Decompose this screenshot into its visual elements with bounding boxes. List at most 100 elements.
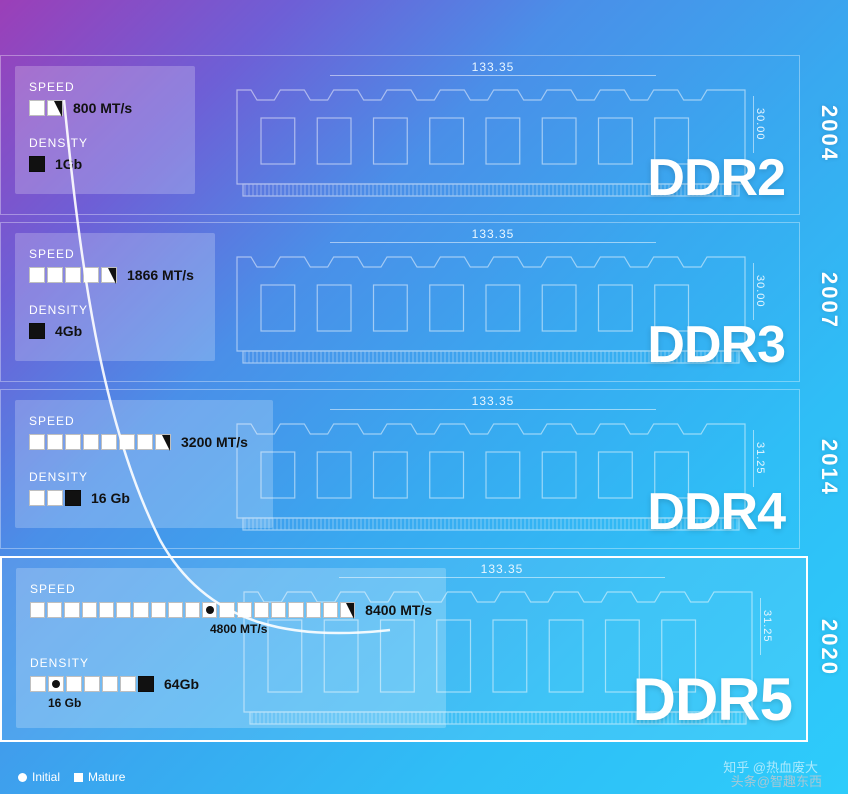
value-box (29, 490, 45, 506)
value-box (116, 602, 131, 618)
stats-card: SPEED 3200 MT/s DENSITY 16 Gb (15, 400, 273, 528)
value-label: 8400 MT/s (365, 602, 432, 618)
generation-title: DDR2 (647, 148, 785, 208)
year-label: 2007 (816, 272, 842, 329)
value-box (29, 156, 45, 172)
generation-row-ddr3: 133.35 30.00 SPEED 1866 MT/s DENSITY 4Gb DDR3 (0, 222, 800, 382)
value-box (48, 676, 64, 692)
value-box (29, 323, 45, 339)
value-boxes: 8400 MT/s (30, 602, 432, 618)
value-box (65, 434, 81, 450)
stats-card: SPEED 1866 MT/s DENSITY 4Gb (15, 233, 215, 361)
value-box (64, 602, 79, 618)
speed-label: SPEED (29, 80, 181, 94)
value-box (82, 602, 97, 618)
generation-row-ddr5: 133.3531.25SPEED8400 MT/s4800 MT/sDENSIT… (0, 556, 808, 742)
value-box (99, 602, 114, 618)
legend-dot-icon (18, 773, 27, 782)
value-box (47, 490, 63, 506)
legend-initial: Initial (18, 770, 60, 784)
value-box (30, 676, 46, 692)
value-box (84, 676, 100, 692)
density-label: DENSITY (29, 303, 201, 317)
value-label: 1866 MT/s (127, 267, 194, 283)
value-box (47, 434, 63, 450)
generation-title: DDR5 (633, 665, 792, 734)
speed-label: SPEED (30, 582, 432, 596)
dimension-width: 133.35 (330, 227, 656, 243)
value-boxes: 1Gb (29, 156, 181, 172)
value-box (29, 434, 45, 450)
value-label: 1Gb (55, 156, 82, 172)
value-boxes: 1866 MT/s (29, 267, 201, 283)
value-boxes: 64Gb (30, 676, 432, 692)
value-box (133, 602, 148, 618)
year-label: 2020 (816, 619, 842, 676)
legend-square-icon (74, 773, 83, 782)
value-sublabel: 4800 MT/s (210, 622, 432, 636)
value-box (271, 602, 286, 618)
dimension-width: 133.35 (330, 60, 656, 76)
density-label: DENSITY (29, 136, 181, 150)
value-box (83, 267, 99, 283)
value-box (47, 100, 63, 116)
infographic-container: 133.35 30.00 SPEED 800 MT/s DENSITY 1Gb DDR2 20… (0, 0, 848, 794)
value-box (83, 434, 99, 450)
value-box (66, 676, 82, 692)
value-box (29, 100, 45, 116)
value-box (254, 602, 269, 618)
density-label: DENSITY (30, 656, 432, 670)
value-box (202, 602, 217, 618)
value-box (65, 490, 81, 506)
value-box (47, 602, 62, 618)
value-box (101, 267, 117, 283)
value-box (101, 434, 117, 450)
value-label: 3200 MT/s (181, 434, 248, 450)
value-box (306, 602, 321, 618)
value-box (137, 434, 153, 450)
value-boxes: 3200 MT/s (29, 434, 259, 450)
year-label: 2004 (816, 105, 842, 162)
value-sublabel: 16 Gb (48, 696, 432, 710)
value-boxes: 16 Gb (29, 490, 259, 506)
generation-title: DDR4 (647, 482, 785, 542)
value-box (168, 602, 183, 618)
value-box (155, 434, 171, 450)
value-box (323, 602, 338, 618)
generation-title: DDR3 (647, 315, 785, 375)
value-label: 800 MT/s (73, 100, 132, 116)
dimension-height: 31.25 (753, 430, 767, 487)
watermark: 头条@智趣东西 (731, 771, 822, 790)
value-box (185, 602, 200, 618)
value-box (151, 602, 166, 618)
value-box (237, 602, 252, 618)
stats-card: SPEED 800 MT/s DENSITY 1Gb (15, 66, 195, 194)
value-box (65, 267, 81, 283)
speed-label: SPEED (29, 414, 259, 428)
dimension-height: 31.25 (760, 598, 774, 655)
value-box (102, 676, 118, 692)
speed-label: SPEED (29, 247, 201, 261)
value-label: 4Gb (55, 323, 82, 339)
value-box (288, 602, 303, 618)
generation-row-ddr2: 133.3530.00SPEED800 MT/sDENSITY1GbDDR2 (0, 55, 800, 215)
value-box (138, 676, 154, 692)
legend-mature: Mature (74, 770, 125, 784)
value-box (340, 602, 355, 618)
generation-row-ddr4: 133.35 31.25 SPEED 3200 MT/s DENSITY 16 Gb DDR… (0, 389, 800, 549)
value-label: 64Gb (164, 676, 199, 692)
year-label: 2014 (816, 439, 842, 496)
value-boxes: 4Gb (29, 323, 201, 339)
value-boxes: 800 MT/s (29, 100, 181, 116)
value-box (119, 434, 135, 450)
value-box (29, 267, 45, 283)
legend: Initial Mature (18, 770, 125, 784)
value-box (120, 676, 136, 692)
stats-card: SPEED 8400 MT/s 4800 MT/s DENSITY 64Gb 16 Gb (16, 568, 446, 728)
value-box (47, 267, 63, 283)
dimension-height: 30.00 (753, 263, 767, 320)
value-box (30, 602, 45, 618)
density-label: DENSITY (29, 470, 259, 484)
dimension-width: 133.35 (330, 394, 656, 410)
value-label: 16 Gb (91, 490, 130, 506)
